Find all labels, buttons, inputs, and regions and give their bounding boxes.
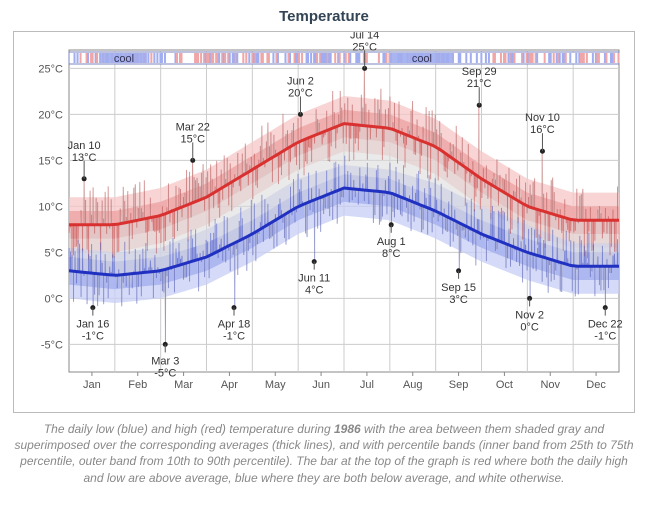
svg-text:Jun 2: Jun 2 <box>287 75 314 87</box>
svg-text:25°C: 25°C <box>38 63 63 75</box>
chart-svg: -5°C 0°C 5°C 10°C 15°C 20°C 25°C Jan Feb Mar Apr Ma… <box>14 32 634 412</box>
svg-text:Nov 10: Nov 10 <box>525 112 560 124</box>
svg-text:-1°C: -1°C <box>594 331 616 343</box>
svg-text:Jul: Jul <box>360 379 374 391</box>
svg-text:5°C: 5°C <box>45 247 64 259</box>
svg-text:Oct: Oct <box>496 379 513 391</box>
svg-text:0°C: 0°C <box>520 321 539 333</box>
svg-text:15°C: 15°C <box>180 133 205 145</box>
svg-text:3°C: 3°C <box>449 294 468 306</box>
svg-text:21°C: 21°C <box>467 78 492 90</box>
svg-text:Sep: Sep <box>449 379 469 391</box>
svg-text:Jul 14: Jul 14 <box>350 32 379 41</box>
chart-title: Temperature <box>8 8 640 25</box>
svg-text:Jan 16: Jan 16 <box>76 319 109 331</box>
svg-text:Jan 10: Jan 10 <box>68 140 101 152</box>
svg-text:Nov 2: Nov 2 <box>515 309 544 321</box>
svg-text:13°C: 13°C <box>72 152 97 164</box>
svg-text:Apr: Apr <box>221 379 238 391</box>
svg-text:0°C: 0°C <box>45 293 64 305</box>
svg-text:-5°C: -5°C <box>41 339 63 351</box>
svg-text:May: May <box>265 379 286 391</box>
svg-text:cool: cool <box>412 53 432 65</box>
svg-text:Mar 3: Mar 3 <box>151 355 179 367</box>
svg-text:Apr 18: Apr 18 <box>218 319 250 331</box>
svg-text:-1°C: -1°C <box>82 331 104 343</box>
svg-text:Nov: Nov <box>540 379 560 391</box>
svg-text:15°C: 15°C <box>38 155 63 167</box>
svg-text:20°C: 20°C <box>288 87 313 99</box>
svg-text:Mar 22: Mar 22 <box>176 121 210 133</box>
svg-text:4°C: 4°C <box>305 285 324 297</box>
svg-text:-1°C: -1°C <box>223 331 245 343</box>
svg-text:Dec: Dec <box>586 379 606 391</box>
svg-text:Sep 15: Sep 15 <box>441 282 476 294</box>
svg-text:20°C: 20°C <box>38 109 63 121</box>
svg-text:Aug 1: Aug 1 <box>377 236 406 248</box>
chart-caption: The daily low (blue) and high (red) temp… <box>14 421 634 486</box>
svg-text:Dec 22: Dec 22 <box>588 319 623 331</box>
svg-text:Jun 11: Jun 11 <box>298 273 330 285</box>
svg-text:8°C: 8°C <box>382 248 401 260</box>
svg-text:cool: cool <box>114 53 134 65</box>
svg-text:16°C: 16°C <box>530 124 555 136</box>
svg-text:Feb: Feb <box>128 379 147 391</box>
temperature-chart: -5°C 0°C 5°C 10°C 15°C 20°C 25°C Jan Feb Mar Apr Ma… <box>13 31 635 413</box>
svg-text:Aug: Aug <box>403 379 423 391</box>
svg-text:Jun: Jun <box>312 379 330 391</box>
svg-text:-5°C: -5°C <box>154 367 176 379</box>
svg-text:Mar: Mar <box>174 379 193 391</box>
svg-text:25°C: 25°C <box>352 41 377 53</box>
svg-text:Jan: Jan <box>83 379 101 391</box>
svg-text:10°C: 10°C <box>38 201 63 213</box>
svg-text:Sep 29: Sep 29 <box>462 66 497 78</box>
